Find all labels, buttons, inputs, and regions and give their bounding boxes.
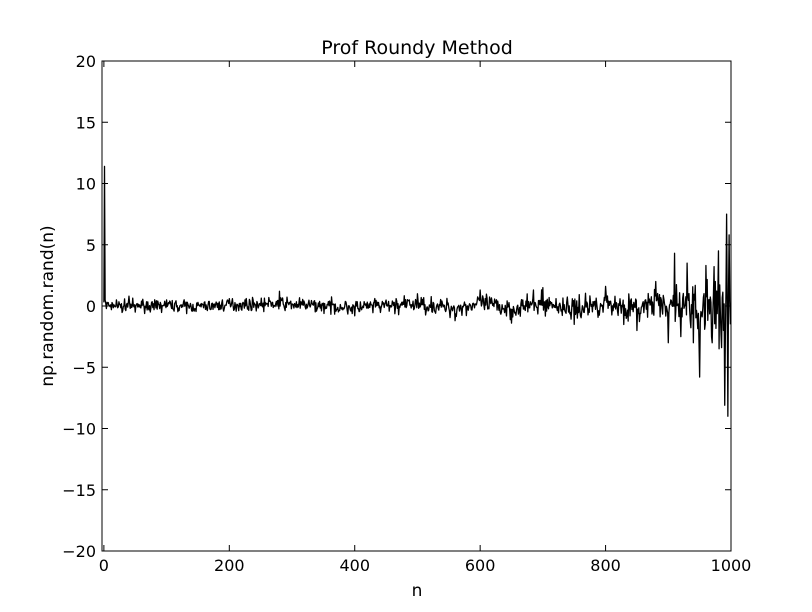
chart-title: Prof Roundy Method xyxy=(321,37,513,59)
y-tick-label: 20 xyxy=(76,52,96,71)
series-line xyxy=(103,165,732,417)
y-tick-label: 5 xyxy=(86,236,96,255)
y-axis-label: np.random.rand(n) xyxy=(38,225,58,386)
y-axis: −20 −15 −10 −5 0 5 10 15 20 xyxy=(62,52,731,561)
y-tick-label: −10 xyxy=(62,420,96,439)
y-tick-label: 0 xyxy=(86,297,96,316)
y-tick-label: −5 xyxy=(72,358,96,377)
x-axis-label: n xyxy=(412,581,423,601)
x-tick-label: 0 xyxy=(99,556,109,575)
y-tick-label: −15 xyxy=(62,481,96,500)
y-tick-label: 10 xyxy=(76,175,96,194)
x-tick-label: 200 xyxy=(214,556,245,575)
y-tick-label: 15 xyxy=(76,113,96,132)
x-tick-label: 600 xyxy=(465,556,496,575)
x-tick-label: 1000 xyxy=(711,556,752,575)
x-axis: 0 200 400 600 800 1000 xyxy=(99,61,752,575)
y-tick-label: −20 xyxy=(62,542,96,561)
x-tick-label: 800 xyxy=(590,556,621,575)
x-tick-label: 400 xyxy=(339,556,370,575)
